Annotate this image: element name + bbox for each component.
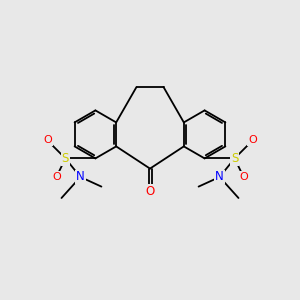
Text: O: O — [52, 172, 61, 182]
Text: S: S — [62, 152, 69, 165]
Text: O: O — [43, 135, 52, 146]
Text: S: S — [231, 152, 238, 165]
Text: N: N — [215, 170, 224, 184]
Text: N: N — [76, 170, 85, 184]
Text: O: O — [146, 185, 154, 198]
Text: O: O — [248, 135, 257, 146]
Text: O: O — [239, 172, 248, 182]
